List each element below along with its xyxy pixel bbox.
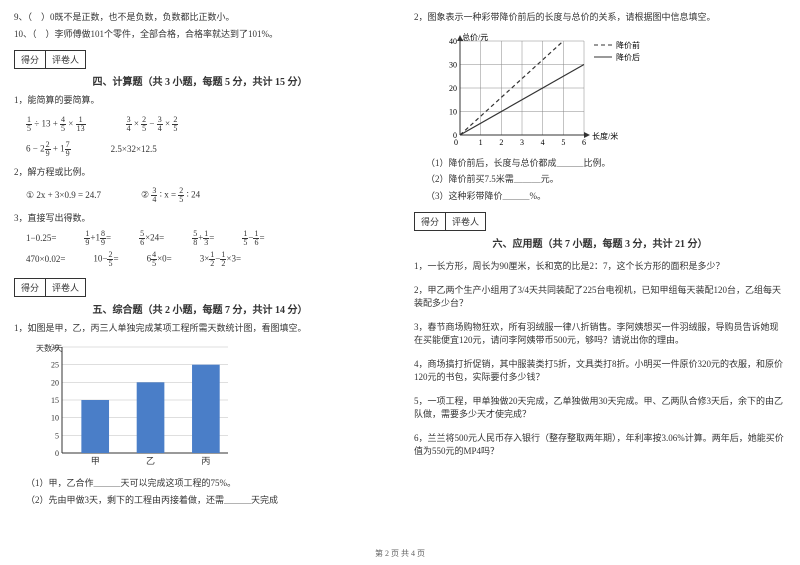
expr: 6 − 229 + 179 bbox=[26, 141, 71, 158]
line-chart: 123456010203040总价/元长度/米降价前降价后0 bbox=[434, 31, 786, 151]
svg-text:10: 10 bbox=[449, 107, 457, 116]
p1: 1，能简算的要简算。 bbox=[14, 94, 386, 108]
section-5-title: 五、综合题（共 2 小题，每题 7 分，共计 14 分） bbox=[14, 301, 386, 316]
expr: 3×12−12×3= bbox=[200, 251, 241, 268]
score-box-6: 得分 评卷人 bbox=[414, 212, 486, 231]
svg-text:0: 0 bbox=[55, 449, 59, 458]
score-label: 得分 bbox=[415, 213, 446, 230]
r-q1: 1，一长方形，周长为90厘米，长和宽的比是2：7，这个长方形的面积是多少？ bbox=[414, 260, 786, 274]
r-q6: 6，兰兰将500元人民币存入银行（整存整取两年期），年利率按3.06%计算。两年… bbox=[414, 432, 786, 459]
svg-text:40: 40 bbox=[449, 37, 457, 46]
expr-row-2: 6 − 229 + 179 2.5×32×12.5 bbox=[26, 141, 386, 158]
p5-1: 1，如图是甲，乙，丙三人单独完成某项工程所需天数统计图，看图填空。 bbox=[14, 322, 386, 336]
expr: 15 ÷ 13 + 45 × 113 bbox=[26, 116, 86, 133]
bar-chart: 051015202530甲乙丙天数/天 bbox=[34, 341, 386, 471]
expr: 2.5×32×12.5 bbox=[111, 144, 157, 154]
expr-row-4: 1−0.25= 19+189= 56×24= 58+13= 15−16= bbox=[26, 230, 386, 247]
r-q4: 4，商场搞打折促销，其中服装类打5折，文具类打8折。小明买一件原价320元的衣服… bbox=[414, 358, 786, 385]
svg-text:乙: 乙 bbox=[146, 456, 155, 466]
svg-text:总价/元: 总价/元 bbox=[462, 32, 488, 42]
svg-text:降价前: 降价前 bbox=[616, 40, 640, 50]
svg-text:天数/天: 天数/天 bbox=[36, 343, 62, 353]
svg-text:1: 1 bbox=[479, 138, 483, 147]
expr: 10−25= bbox=[93, 251, 118, 268]
expr: 58+13= bbox=[192, 230, 214, 247]
eq2a: ① 2x + 3×0.9 = 24.7 bbox=[26, 190, 101, 201]
r-p2: 2，图象表示一种彩带降价前后的长度与总价的关系，请根据图中信息填空。 bbox=[414, 11, 786, 25]
r-p2a: （1）降价前后，长度与总价都成＿＿＿比例。 bbox=[414, 157, 786, 171]
p5-1b: （2）先由甲做3天，剩下的工程由丙接着做，还需＿＿＿天完成 bbox=[14, 494, 386, 508]
r-q5: 5，一项工程，甲单独做20天完成，乙单独做用30天完成。甲、乙两队合修3天后，余… bbox=[414, 395, 786, 422]
p5-1a: （1）甲，乙合作＿＿＿天可以完成这项工程的75%。 bbox=[14, 477, 386, 491]
grader-label: 评卷人 bbox=[46, 51, 85, 68]
svg-text:4: 4 bbox=[541, 138, 545, 147]
svg-text:20: 20 bbox=[51, 378, 59, 387]
r-q3: 3，春节商场购物狂欢，所有羽绒服一律八折销售。李阿姨想买一件羽绒服，导购员告诉她… bbox=[414, 321, 786, 348]
expr: 645×0= bbox=[147, 251, 172, 268]
grader-label: 评卷人 bbox=[46, 279, 85, 296]
q9: 9、（ ）0既不是正数，也不是负数，负数都比正数小。 bbox=[14, 11, 386, 25]
svg-text:0: 0 bbox=[454, 138, 458, 147]
expr: 15−16= bbox=[242, 230, 264, 247]
expr: 56×24= bbox=[139, 230, 164, 247]
svg-text:5: 5 bbox=[561, 138, 565, 147]
expr: 470×0.02= bbox=[26, 254, 65, 264]
expr-row-3: ① 2x + 3×0.9 = 24.7 ② 34 ∶ x = 25 ∶ 24 bbox=[26, 187, 386, 204]
right-column: 2，图象表示一种彩带降价前后的长度与总价的关系，请根据图中信息填空。 1 2 3 4 5… bbox=[400, 0, 800, 565]
svg-text:3: 3 bbox=[520, 138, 524, 147]
score-box-5: 得分 评卷人 bbox=[14, 278, 86, 297]
svg-text:丙: 丙 bbox=[201, 456, 210, 466]
r-p2b: （2）降价前买7.5米需＿＿＿元。 bbox=[414, 173, 786, 187]
expr: 19+189= bbox=[84, 230, 111, 247]
page-footer: 第 2 页 共 4 页 bbox=[0, 548, 800, 559]
expr-row-5: 470×0.02= 10−25= 645×0= 3×12−12×3= bbox=[26, 251, 386, 268]
svg-text:长度/米: 长度/米 bbox=[592, 131, 618, 141]
expr: 1−0.25= bbox=[26, 233, 56, 243]
eq2b: ② 34 ∶ x = 25 ∶ 24 bbox=[141, 187, 200, 204]
svg-text:30: 30 bbox=[449, 60, 457, 69]
r-q2: 2，甲乙两个生产小组用了3/4天共同装配了225台电视机，已知甲组每天装配120… bbox=[414, 284, 786, 311]
grader-label: 评卷人 bbox=[446, 213, 485, 230]
expr: 34 × 25 − 34 × 25 bbox=[126, 116, 179, 133]
q10: 10、（ ）李师傅做101个零件，全部合格，合格率就达到了101%。 bbox=[14, 28, 386, 42]
svg-text:20: 20 bbox=[449, 84, 457, 93]
svg-text:10: 10 bbox=[51, 414, 59, 423]
section-4-title: 四、计算题（共 3 小题，每题 5 分，共计 15 分） bbox=[14, 73, 386, 88]
score-label: 得分 bbox=[15, 51, 46, 68]
svg-text:2: 2 bbox=[499, 138, 503, 147]
p3: 3，直接写出得数。 bbox=[14, 212, 386, 226]
svg-text:降价后: 降价后 bbox=[616, 52, 640, 62]
expr-row-1: 15 ÷ 13 + 45 × 113 34 × 25 − 34 × 25 bbox=[26, 116, 386, 133]
svg-text:25: 25 bbox=[51, 361, 59, 370]
svg-text:6: 6 bbox=[582, 138, 586, 147]
score-box-4: 得分 评卷人 bbox=[14, 50, 86, 69]
svg-text:5: 5 bbox=[55, 431, 59, 440]
r-p2c: （3）这种彩带降价＿＿＿%。 bbox=[414, 190, 786, 204]
svg-text:15: 15 bbox=[51, 396, 59, 405]
svg-text:甲: 甲 bbox=[91, 456, 100, 466]
p2: 2，解方程或比例。 bbox=[14, 166, 386, 180]
score-label: 得分 bbox=[15, 279, 46, 296]
section-6-title: 六、应用题（共 7 小题，每题 3 分，共计 21 分） bbox=[414, 235, 786, 250]
left-column: 9、（ ）0既不是正数，也不是负数，负数都比正数小。 10、（ ）李师傅做101… bbox=[0, 0, 400, 565]
